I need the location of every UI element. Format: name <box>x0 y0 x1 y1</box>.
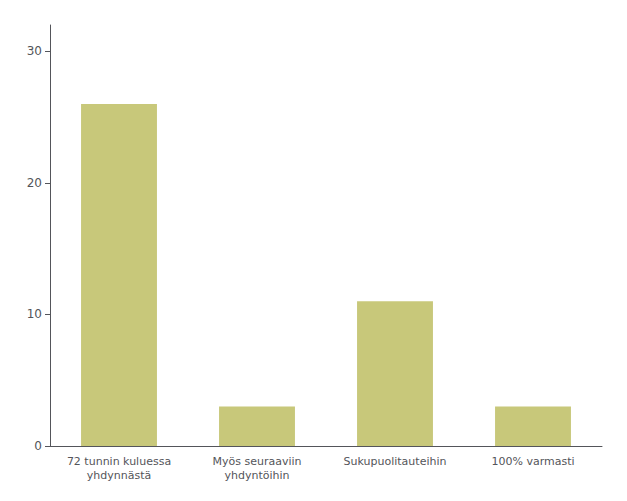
svg-text:30: 30 <box>27 44 42 58</box>
svg-text:100% varmasti: 100% varmasti <box>491 455 574 468</box>
svg-text:Sukupuolitauteihin: Sukupuolitauteihin <box>344 455 447 468</box>
svg-text:10: 10 <box>27 307 42 321</box>
svg-text:20: 20 <box>27 176 42 190</box>
svg-text:72 tunnin kuluessa: 72 tunnin kuluessa <box>67 455 171 468</box>
svg-text:Myös seuraaviin: Myös seuraaviin <box>212 455 301 468</box>
svg-text:yhdynnästä: yhdynnästä <box>87 469 151 482</box>
svg-text:yhdyntöihin: yhdyntöihin <box>224 469 289 482</box>
svg-text:0: 0 <box>34 439 42 453</box>
